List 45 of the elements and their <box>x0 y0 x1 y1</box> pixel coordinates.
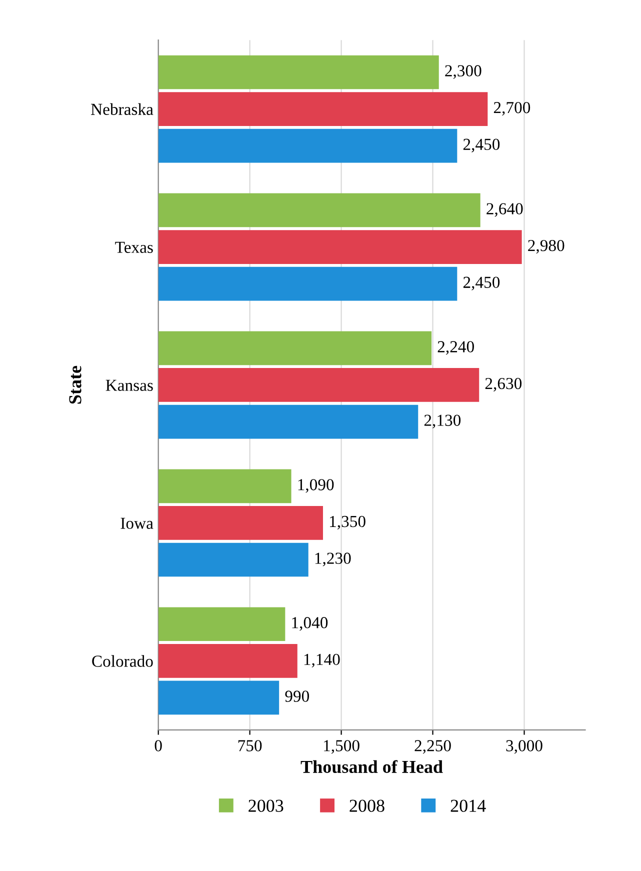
bar <box>158 607 286 642</box>
bar <box>158 230 522 264</box>
legend-label: 2014 <box>450 800 486 812</box>
y-tick-label: Iowa <box>120 518 154 529</box>
data-label: 1,230 <box>315 552 351 566</box>
bar <box>158 680 280 715</box>
data-label: 1,040 <box>292 617 328 631</box>
legend-label: 2003 <box>248 800 284 812</box>
data-label: 2,450 <box>463 138 500 152</box>
bar <box>158 542 308 577</box>
y-tick-label: Nebraska <box>91 103 154 115</box>
y-axis-title: State <box>69 366 82 404</box>
x-tick-label: 3,000 <box>506 740 542 754</box>
x-tick-label: 1,500 <box>324 740 360 754</box>
data-label: 990 <box>285 690 309 702</box>
bar <box>158 404 418 439</box>
bar <box>158 331 432 366</box>
data-label: 1,140 <box>304 654 340 668</box>
x-axis-title: Thousand of Head <box>300 760 443 774</box>
bar <box>158 644 298 678</box>
legend-label: 2008 <box>350 800 384 812</box>
data-label: 2,240 <box>438 341 474 355</box>
bar <box>158 55 439 90</box>
data-label: 2,640 <box>486 203 523 217</box>
y-tick-label: Kansas <box>106 380 153 391</box>
data-label: 2,300 <box>445 65 482 79</box>
data-label: 2,450 <box>463 276 500 290</box>
data-label: 2,130 <box>424 414 461 428</box>
x-tick-label: 2,250 <box>414 740 451 754</box>
data-label: 2,980 <box>528 240 564 254</box>
bar <box>158 128 458 163</box>
data-label: 2,700 <box>494 102 530 116</box>
data-label: 1,090 <box>298 479 334 493</box>
x-tick-label: 750 <box>238 740 262 752</box>
y-tick-label: Colorado <box>92 655 153 667</box>
bar <box>158 368 480 402</box>
bar <box>158 506 323 540</box>
x-tick-label: 0 <box>154 740 162 752</box>
bar <box>158 266 458 301</box>
data-label: 1,350 <box>330 516 366 530</box>
y-tick-label: Texas <box>115 242 153 253</box>
bar <box>158 193 480 228</box>
data-label: 2,630 <box>485 378 522 392</box>
bar <box>158 469 292 504</box>
bar <box>158 92 488 126</box>
